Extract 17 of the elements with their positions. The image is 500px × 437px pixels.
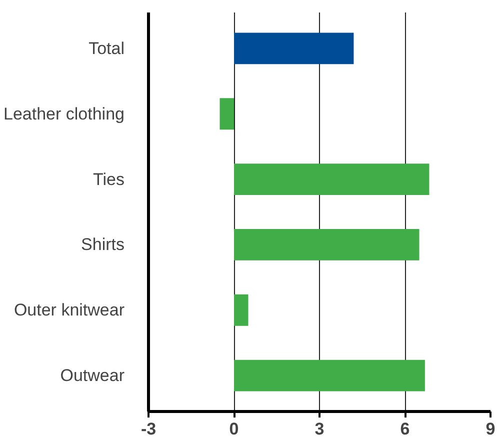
y-tick-label: Outer knitwear: [14, 300, 125, 320]
bar: [220, 98, 234, 130]
bar: [234, 229, 420, 260]
y-tick-label: Outwear: [60, 366, 125, 386]
x-tick-label: 0: [229, 420, 239, 437]
bar: [234, 32, 354, 64]
y-tick-label: Ties: [93, 170, 125, 189]
y-tick-label: Total: [88, 38, 125, 58]
bar: [234, 294, 248, 326]
bar: [234, 164, 430, 195]
bar: [234, 360, 425, 392]
x-tick-label: 9: [486, 420, 496, 437]
x-tick-label: 3: [314, 420, 324, 437]
x-tick-label: -3: [140, 420, 156, 437]
y-tick-label: Leather clothing: [4, 104, 125, 124]
x-tick-label: 6: [400, 420, 410, 437]
y-tick-label: Shirts: [81, 235, 125, 254]
